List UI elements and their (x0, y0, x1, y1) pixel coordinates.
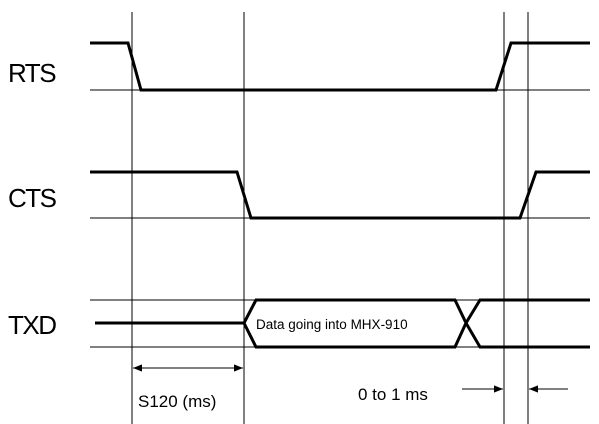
cts-waveform (90, 170, 590, 220)
delay-label: 0 to 1 ms (358, 385, 428, 404)
rts-label: RTS (8, 58, 56, 88)
txd-label: TXD (8, 310, 56, 340)
rts-waveform (90, 41, 590, 92)
cts-label: CTS (8, 183, 57, 213)
txd-transition-lower (464, 322, 590, 349)
txd-transition-upper (464, 298, 590, 324)
s120-label: S120 (ms) (138, 392, 216, 411)
txd-data-label: Data going into MHX-910 (256, 317, 408, 332)
